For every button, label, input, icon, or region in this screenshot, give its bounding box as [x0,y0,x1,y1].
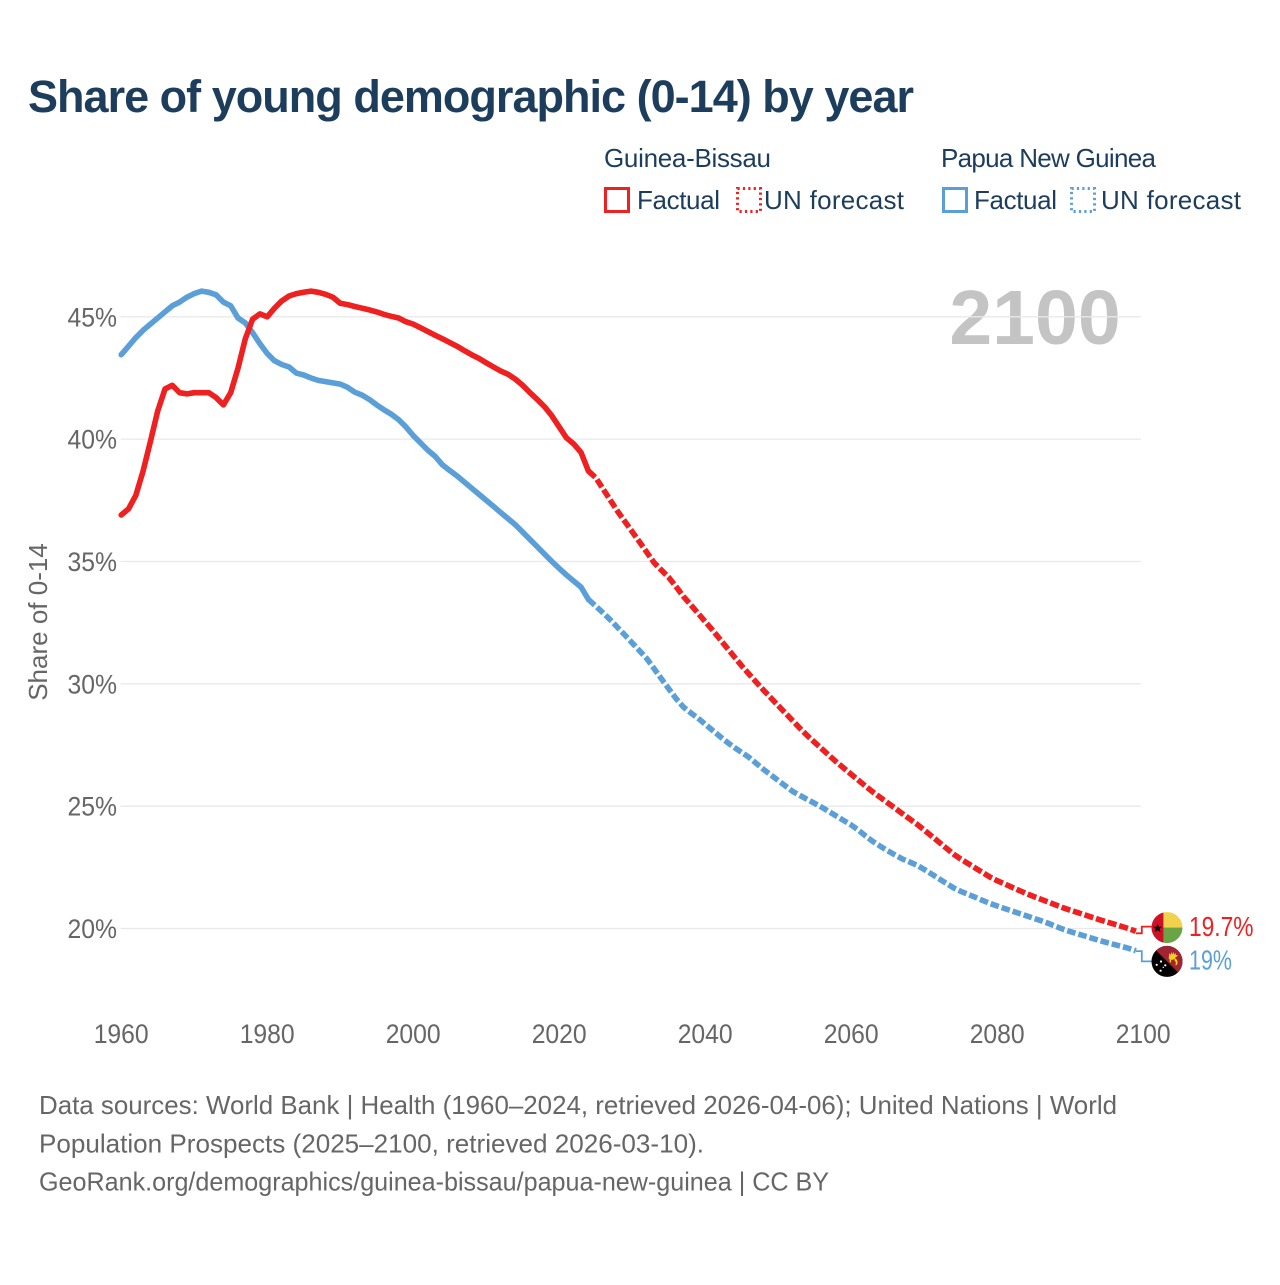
svg-text:35%: 35% [68,547,118,577]
svg-text:Papua New Guinea: Papua New Guinea [941,143,1157,173]
svg-text:2080: 2080 [970,1019,1025,1049]
svg-text:UN forecast: UN forecast [764,185,905,215]
svg-text:19%: 19% [1189,945,1232,976]
svg-text:2100: 2100 [1116,1019,1171,1049]
svg-text:Population Prospects (2025–210: Population Prospects (2025–2100, retriev… [39,1128,704,1158]
svg-text:2040: 2040 [678,1019,733,1049]
svg-text:25%: 25% [68,792,118,822]
svg-text:2000: 2000 [386,1019,441,1049]
svg-text:Factual: Factual [974,185,1057,215]
svg-text:20%: 20% [68,914,118,944]
svg-text:2100: 2100 [949,275,1120,361]
svg-text:19.7%: 19.7% [1189,911,1254,942]
svg-text:30%: 30% [68,669,118,699]
svg-text:GeoRank.org/demographics/guine: GeoRank.org/demographics/guinea-bissau/p… [39,1167,829,1197]
svg-text:Guinea-Bissau: Guinea-Bissau [604,143,771,173]
svg-text:Share of young demographic (0-: Share of young demographic (0-14) by yea… [28,71,914,122]
svg-text:2020: 2020 [532,1019,587,1049]
svg-text:45%: 45% [68,302,118,332]
svg-text:UN forecast: UN forecast [1101,185,1242,215]
svg-text:1960: 1960 [94,1019,149,1049]
svg-text:40%: 40% [68,425,118,455]
svg-text:Factual: Factual [637,185,720,215]
svg-text:1980: 1980 [240,1019,295,1049]
svg-text:Data sources: World Bank | Hea: Data sources: World Bank | Health (1960–… [39,1090,1117,1120]
svg-text:Share of 0-14: Share of 0-14 [23,543,53,701]
svg-text:2060: 2060 [824,1019,879,1049]
